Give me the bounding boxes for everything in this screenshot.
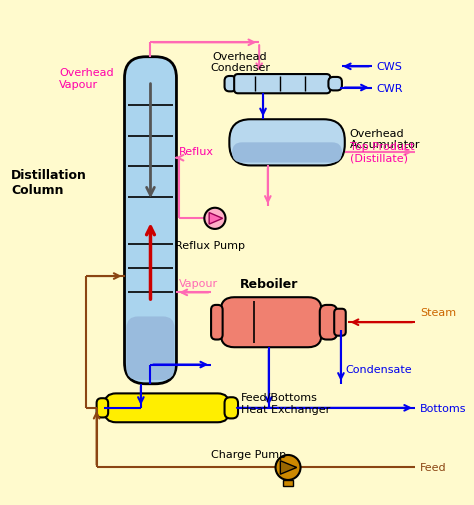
Text: Overhead
Condenser: Overhead Condenser xyxy=(210,52,270,73)
FancyBboxPatch shape xyxy=(127,317,174,380)
FancyBboxPatch shape xyxy=(221,297,322,347)
FancyBboxPatch shape xyxy=(104,393,229,422)
FancyBboxPatch shape xyxy=(232,143,342,163)
Text: CWS: CWS xyxy=(376,62,402,72)
Circle shape xyxy=(204,209,226,229)
Circle shape xyxy=(275,455,301,480)
Text: Reboiler: Reboiler xyxy=(240,278,298,291)
FancyBboxPatch shape xyxy=(211,306,223,340)
Text: Feed: Feed xyxy=(420,463,447,473)
Text: Reflux: Reflux xyxy=(179,147,214,157)
FancyBboxPatch shape xyxy=(334,309,346,336)
FancyBboxPatch shape xyxy=(225,397,238,419)
FancyBboxPatch shape xyxy=(328,78,342,91)
Text: Overhead
Accumulator: Overhead Accumulator xyxy=(350,128,420,150)
Polygon shape xyxy=(209,213,223,225)
Text: Vapour: Vapour xyxy=(179,278,219,288)
FancyBboxPatch shape xyxy=(225,77,236,92)
FancyBboxPatch shape xyxy=(234,75,330,94)
Text: CWR: CWR xyxy=(376,83,403,93)
Bar xyxy=(283,480,293,486)
Text: Condensate: Condensate xyxy=(346,365,412,375)
Text: Bottoms: Bottoms xyxy=(420,403,466,413)
FancyBboxPatch shape xyxy=(125,58,176,384)
FancyBboxPatch shape xyxy=(229,120,345,166)
Text: Distillation
Column: Distillation Column xyxy=(11,169,87,196)
Text: Reflux Pump: Reflux Pump xyxy=(175,241,245,251)
Text: Charge Pump: Charge Pump xyxy=(211,449,286,459)
FancyBboxPatch shape xyxy=(320,306,337,340)
FancyBboxPatch shape xyxy=(97,398,108,418)
Text: Top Product
(Distillate): Top Product (Distillate) xyxy=(350,142,414,164)
Text: Feed/Bottoms
Heat Exchanger: Feed/Bottoms Heat Exchanger xyxy=(241,392,330,414)
Polygon shape xyxy=(280,461,297,474)
Text: Overhead
Vapour: Overhead Vapour xyxy=(59,68,114,89)
Text: Steam: Steam xyxy=(420,308,456,318)
